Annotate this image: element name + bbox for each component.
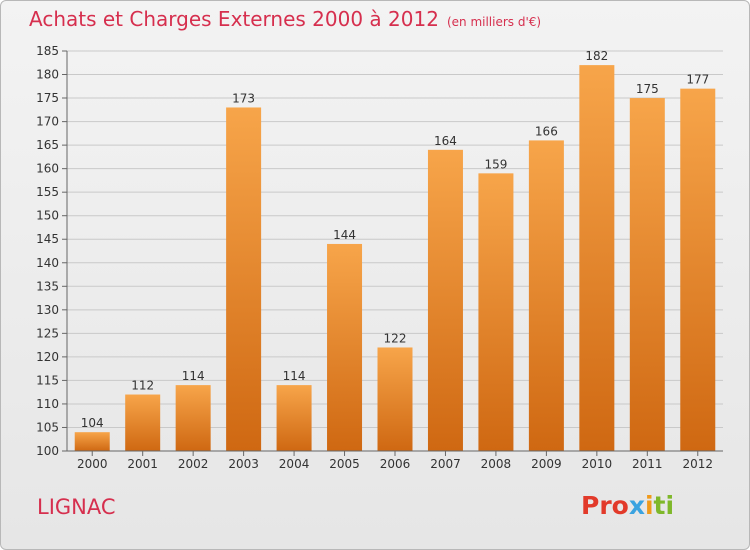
x-tick-label: 2011 — [632, 457, 663, 471]
bar-value-label: 122 — [384, 331, 407, 345]
bar-value-label: 166 — [535, 124, 558, 138]
y-tick-label: 160 — [36, 162, 59, 176]
y-tick-label: 180 — [36, 68, 59, 82]
bar — [427, 149, 463, 451]
logo-part-3: i — [644, 491, 654, 520]
x-tick-label: 2006 — [380, 457, 411, 471]
y-tick-label: 120 — [36, 350, 59, 364]
x-tick-label: 2005 — [329, 457, 360, 471]
y-tick-label: 100 — [36, 444, 59, 458]
x-axis-ticks: 2000 2001 2002 2003 2004 2005 2006 2007 2008 2009… — [77, 451, 713, 471]
bar — [74, 432, 110, 451]
bar — [377, 347, 413, 451]
y-tick-label: 170 — [36, 115, 59, 129]
chart-title: Achats et Charges Externes 2000 à 2012 (e… — [29, 7, 541, 31]
bar-value-label: 175 — [636, 82, 659, 96]
x-tick-label: 2004 — [279, 457, 310, 471]
bar — [327, 243, 363, 451]
x-tick-label: 2010 — [582, 457, 613, 471]
bar-value-label: 144 — [333, 228, 356, 242]
bar-value-label: 112 — [131, 379, 154, 393]
x-tick-label: 2002 — [178, 457, 209, 471]
bar — [528, 140, 564, 452]
y-tick-label: 185 — [36, 44, 59, 58]
bars — [74, 65, 716, 452]
y-tick-label: 105 — [36, 420, 59, 434]
title-text: Achats et Charges Externes 2000 à 2012 — [29, 7, 439, 31]
y-tick-label: 155 — [36, 185, 59, 199]
bar — [629, 98, 665, 451]
bar-value-label: 164 — [434, 134, 457, 148]
title-unit: (en milliers d'€) — [446, 15, 542, 29]
proxiti-logo: Proxiti — [581, 491, 674, 520]
logo-part-4: ti — [653, 491, 675, 520]
bar — [680, 88, 716, 451]
y-axis-ticks: 100 105 110 115 120 125 130 135 140 145 150 155 160 1… — [36, 44, 67, 458]
bar — [276, 385, 312, 451]
x-tick-label: 2012 — [682, 457, 713, 471]
axes — [66, 51, 723, 452]
bar-value-label: 173 — [232, 91, 255, 105]
bar — [125, 394, 161, 451]
place-name: LIGNAC — [37, 495, 116, 519]
bar-value-label: 177 — [686, 73, 709, 87]
y-tick-label: 150 — [36, 209, 59, 223]
bar-value-labels: 104 112 114 173 114 144 122 164 159 166 182 175 177 — [81, 49, 709, 430]
bar-value-label: 159 — [484, 157, 507, 171]
y-tick-label: 130 — [36, 303, 59, 317]
bar-value-label: 114 — [283, 369, 306, 383]
x-tick-label: 2008 — [481, 457, 512, 471]
bar — [579, 65, 615, 451]
y-tick-label: 110 — [36, 397, 59, 411]
y-tick-label: 125 — [36, 326, 59, 340]
x-tick-label: 2009 — [531, 457, 562, 471]
x-tick-label: 2000 — [77, 457, 108, 471]
bar-value-label: 104 — [81, 416, 104, 430]
bar — [175, 385, 211, 451]
logo-part-2: x — [628, 491, 645, 520]
y-tick-label: 115 — [36, 373, 59, 387]
bar — [226, 107, 262, 452]
x-tick-label: 2007 — [430, 457, 461, 471]
bar-value-label: 114 — [182, 369, 205, 383]
bar-value-label: 182 — [585, 49, 608, 63]
logo-part-1: Pro — [581, 491, 629, 520]
y-tick-label: 140 — [36, 256, 59, 270]
x-tick-label: 2001 — [127, 457, 158, 471]
x-tick-label: 2003 — [228, 457, 259, 471]
y-tick-label: 135 — [36, 279, 59, 293]
y-tick-label: 165 — [36, 138, 59, 152]
y-tick-label: 145 — [36, 232, 59, 246]
bar — [478, 173, 514, 451]
y-tick-label: 175 — [36, 91, 59, 105]
